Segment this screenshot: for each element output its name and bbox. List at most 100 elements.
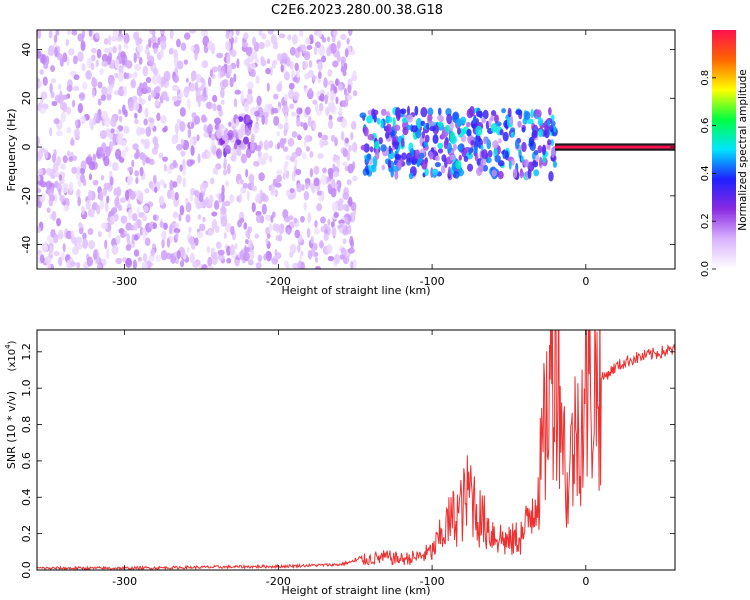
colorbar-tick-label: 0.0	[700, 261, 711, 277]
spectral-blob	[338, 219, 345, 225]
spectral-blob	[316, 203, 323, 212]
spectral-blob	[49, 245, 53, 256]
spectral-blob	[70, 261, 76, 267]
spectral-blob	[419, 152, 425, 159]
spectral-blob	[70, 137, 74, 146]
spectral-blob	[144, 237, 151, 247]
spectral-blob	[380, 108, 387, 116]
spectral-blob	[143, 205, 149, 213]
spectral-blob	[175, 232, 179, 240]
spectral-blob	[349, 235, 354, 246]
spectral-blob	[376, 117, 381, 125]
spectral-blob	[470, 140, 475, 146]
spectral-blob	[66, 150, 71, 157]
spectral-blob	[233, 73, 237, 83]
spectral-blob	[245, 47, 253, 57]
spectral-blob	[276, 169, 283, 176]
spectral-blob	[71, 166, 78, 175]
spectral-blob	[234, 89, 241, 95]
spectral-blob	[61, 182, 69, 194]
spectral-blob	[235, 30, 240, 37]
spectral-blob	[466, 128, 472, 137]
spectral-blob	[318, 71, 322, 79]
spectral-blob	[393, 124, 401, 132]
spectral-blob	[323, 233, 329, 241]
spectral-blob	[111, 207, 118, 214]
spectral-blob	[132, 143, 139, 151]
spectral-blob	[201, 30, 206, 37]
spectral-blob	[179, 164, 183, 172]
spectral-blob	[39, 254, 45, 264]
spectral-blob	[537, 118, 544, 126]
spectral-blob	[295, 146, 302, 157]
spectral-blob	[145, 157, 151, 164]
spectral-blob	[212, 145, 217, 156]
spectral-blob	[211, 66, 218, 73]
spectral-blob	[255, 261, 262, 269]
spectral-blob	[272, 178, 278, 188]
spectral-blob	[247, 81, 254, 90]
snr-frame	[36, 329, 676, 571]
spectral-blob	[277, 123, 284, 130]
spectral-blob	[208, 194, 214, 204]
spectral-blob	[105, 146, 111, 158]
spectral-blob	[328, 114, 333, 121]
spectral-blob	[78, 222, 83, 228]
spectral-blob	[47, 50, 54, 56]
spectral-blob	[65, 38, 69, 47]
spectral-blob	[221, 134, 229, 142]
spectral-blob	[138, 192, 143, 203]
spectral-blob	[123, 42, 129, 50]
spectral-blob	[111, 244, 119, 255]
spectral-blob	[57, 95, 64, 104]
spectral-blob	[226, 53, 231, 65]
spectral-blob	[142, 81, 148, 91]
spectral-blob	[254, 110, 260, 117]
spectral-blob	[187, 127, 192, 139]
spectral-blob	[131, 73, 137, 80]
spectral-blob	[148, 254, 155, 262]
spectral-blob	[309, 150, 314, 158]
spectral-blob	[401, 152, 407, 160]
spectral-blob	[234, 243, 238, 250]
spectral-blob	[244, 58, 250, 67]
spectral-blob	[280, 64, 284, 73]
spectral-blob	[265, 250, 272, 262]
spectral-blob	[112, 135, 116, 147]
spectral-blob	[449, 131, 456, 142]
spectral-blob	[133, 234, 139, 241]
spectral-blob	[314, 256, 319, 263]
spectral-blob	[550, 147, 555, 158]
spectral-blob	[180, 260, 185, 268]
spectral-blob	[225, 40, 232, 51]
spectral-blob	[87, 227, 94, 236]
spectral-blob	[205, 196, 209, 206]
spectral-blob	[55, 30, 60, 36]
spectral-blob	[45, 168, 53, 176]
spectral-blob	[289, 243, 297, 254]
spectral-blob	[526, 118, 534, 125]
spectral-blob	[50, 78, 57, 84]
spectral-blob	[340, 131, 345, 141]
spectral-blob	[387, 159, 392, 169]
spectral-blob	[386, 123, 392, 134]
spectral-blob	[150, 248, 156, 257]
spectral-blob	[216, 104, 222, 112]
spectral-blob	[309, 37, 314, 44]
spectral-blob	[333, 86, 338, 94]
spectral-blob	[243, 247, 251, 253]
spectral-blob	[162, 222, 168, 230]
spectral-blob	[350, 120, 357, 130]
spectral-blob	[277, 142, 281, 150]
spectral-blob	[65, 230, 73, 240]
carrier-line	[555, 145, 675, 149]
spectral-blob	[201, 264, 209, 269]
spectral-blob	[440, 165, 446, 174]
spectral-blob	[174, 191, 179, 201]
spectral-blob	[467, 163, 474, 172]
spectral-blob	[320, 134, 328, 141]
spectral-blob	[106, 195, 110, 204]
y-tick-label: 20	[20, 91, 33, 105]
spectral-blob	[508, 160, 512, 170]
spectral-blob	[137, 256, 142, 262]
